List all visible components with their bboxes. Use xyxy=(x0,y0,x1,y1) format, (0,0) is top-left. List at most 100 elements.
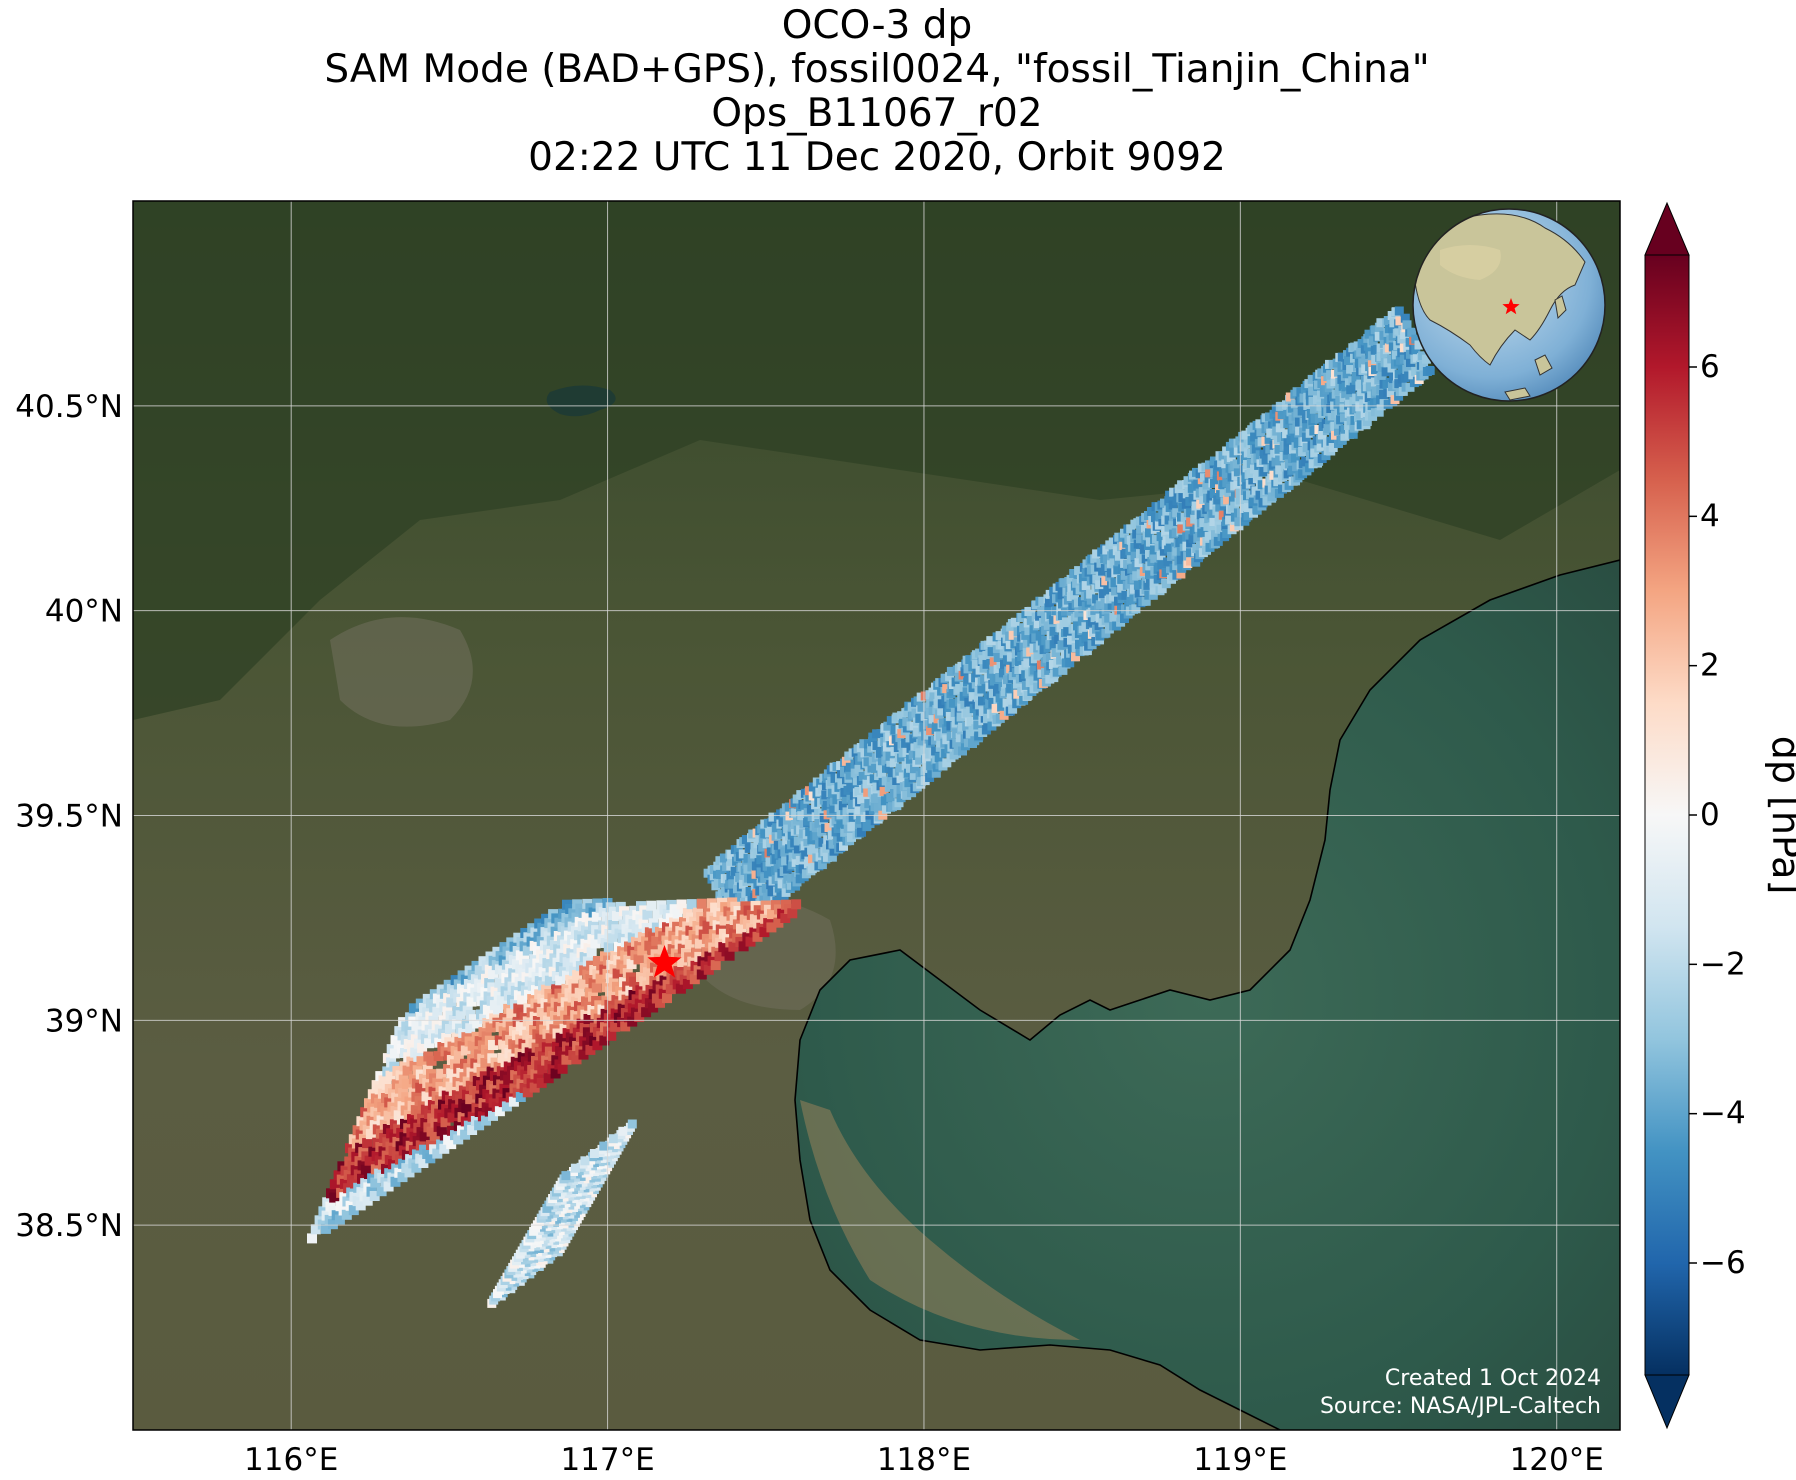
swath-cell xyxy=(465,1094,476,1105)
swath-cell xyxy=(1344,397,1354,407)
swath-cell xyxy=(965,729,975,739)
swath-cell xyxy=(1275,465,1285,475)
swath-cell xyxy=(796,790,806,800)
swath-cell xyxy=(1200,473,1209,483)
swath-cell xyxy=(1213,536,1223,546)
y-tick-label: 39.5°N xyxy=(15,799,123,835)
swath-cell xyxy=(1277,401,1287,411)
swath-cell xyxy=(1114,551,1124,561)
swath-cell xyxy=(612,968,623,979)
reservoir xyxy=(546,385,616,417)
swath-cell xyxy=(1209,489,1219,498)
swath-cell xyxy=(1026,615,1036,625)
swath-cell xyxy=(798,864,808,874)
swath-cell xyxy=(1150,545,1159,555)
swath-cell xyxy=(1284,459,1294,469)
swath-cell xyxy=(672,908,683,919)
swath-cell xyxy=(1397,348,1407,358)
swath-cell xyxy=(865,819,875,828)
swath-cell xyxy=(1219,488,1229,498)
swath-cell xyxy=(901,738,911,748)
swath-cell xyxy=(1362,417,1372,426)
swath-cell xyxy=(1141,596,1151,606)
swath-cell xyxy=(745,843,755,853)
swath-cell xyxy=(876,761,886,771)
swath-cell xyxy=(583,1014,594,1024)
swath-cell xyxy=(1176,546,1186,556)
swath-cell xyxy=(633,954,644,965)
swath-cell xyxy=(1277,410,1287,419)
swath-cell xyxy=(1204,502,1214,512)
swath-cell xyxy=(1092,549,1102,559)
swath-cell xyxy=(1109,591,1119,601)
swath-cell xyxy=(929,692,939,702)
swath-cell xyxy=(1388,324,1397,334)
swath-cell xyxy=(334,1214,345,1225)
swath-cell xyxy=(1109,558,1119,568)
swath-cell xyxy=(571,1054,582,1065)
source-credit: Source: NASA/JPL-Caltech xyxy=(1320,1394,1601,1419)
swath-cell xyxy=(1321,451,1331,461)
swath-cell xyxy=(599,1141,609,1151)
swath-cell xyxy=(871,763,881,773)
swath-cell xyxy=(767,887,777,897)
swath-cell xyxy=(1299,427,1309,437)
swath-cell xyxy=(932,722,941,732)
swath-cell xyxy=(397,1172,408,1183)
swath-cell xyxy=(1405,382,1415,392)
swath-cell xyxy=(864,799,874,809)
swath-cell xyxy=(819,795,829,805)
swath-cell xyxy=(578,978,589,989)
swath-cell xyxy=(418,1158,429,1168)
swath-cell xyxy=(847,832,856,842)
coastline xyxy=(794,559,1620,1430)
swath-cell xyxy=(425,1153,436,1164)
map-area[interactable]: Created 1 Oct 2024 Source: NASA/JPL-Calt… xyxy=(133,201,1620,1430)
swath-cell xyxy=(781,856,791,866)
swath-cell xyxy=(927,768,937,778)
swath-cell xyxy=(1402,320,1412,330)
sediment-plume xyxy=(800,1100,1080,1340)
swath-cell xyxy=(1356,347,1366,357)
swath-cell xyxy=(1225,515,1235,525)
swath-cell xyxy=(856,815,865,825)
title-line-1: OCO-3 dp xyxy=(781,3,973,48)
swath-cell xyxy=(369,1191,380,1201)
swath-cell xyxy=(1295,417,1304,427)
swath-cell xyxy=(928,687,938,697)
swath-cell xyxy=(1383,399,1393,409)
swath-cell xyxy=(355,1200,366,1211)
swath-cell xyxy=(1086,595,1096,605)
swath-cell xyxy=(570,1163,580,1173)
swath-cell xyxy=(758,842,768,852)
swath-cell xyxy=(928,714,938,724)
swath-cell xyxy=(1389,318,1399,328)
swath-cell xyxy=(329,1192,340,1203)
swath-cell xyxy=(341,1209,352,1220)
swath-cell xyxy=(714,951,725,962)
swath-cell xyxy=(466,996,477,1007)
swath-cell xyxy=(1222,446,1232,456)
swath-cell xyxy=(1400,313,1410,323)
swath-cell xyxy=(736,923,746,934)
swath-cell xyxy=(771,854,781,864)
swath-cell xyxy=(1386,388,1396,397)
swath-cell xyxy=(1024,626,1034,636)
swath-cell xyxy=(426,1055,437,1066)
swath-cell xyxy=(783,824,793,834)
swath-cell xyxy=(902,790,912,800)
swath-cell xyxy=(1163,557,1173,567)
swath-cell xyxy=(1005,640,1015,650)
swath-cell xyxy=(642,909,653,920)
colorbar-tick-label: 0 xyxy=(1700,797,1720,833)
swath-cell xyxy=(920,691,930,701)
swath-cell xyxy=(607,933,618,944)
swath-cell xyxy=(561,1171,571,1181)
swath-cell xyxy=(1364,329,1374,339)
swath-cell xyxy=(1237,455,1247,465)
swath-cell xyxy=(1302,443,1312,453)
swath-cell xyxy=(1393,341,1403,350)
swath-cell xyxy=(1111,586,1121,596)
swath-cell xyxy=(946,731,956,741)
